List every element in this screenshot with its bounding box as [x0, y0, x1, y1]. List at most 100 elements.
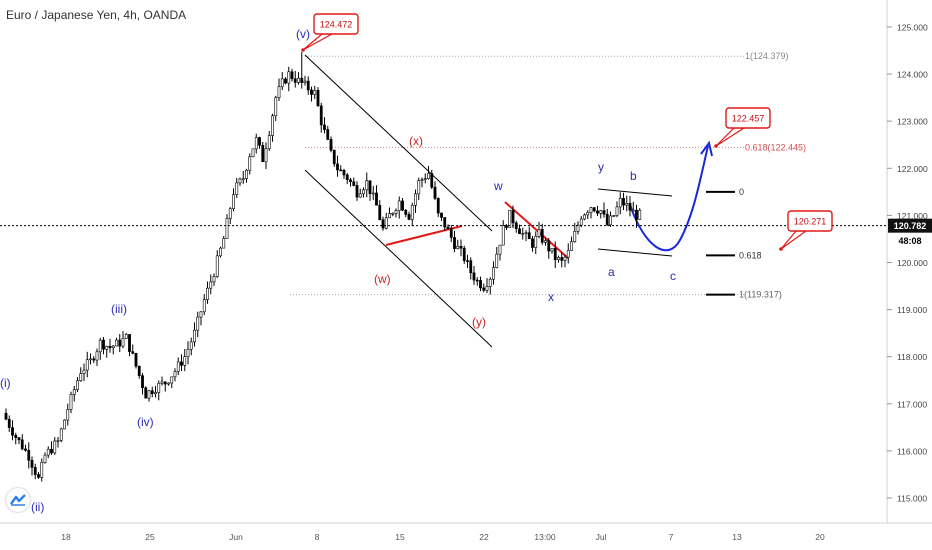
candle-body — [43, 454, 47, 463]
candle-body — [576, 224, 580, 232]
candle-body — [258, 137, 261, 146]
candle-body — [427, 173, 430, 179]
candle-body — [284, 78, 287, 84]
candle-body — [225, 218, 229, 239]
candle-body — [384, 217, 388, 229]
candle-body — [563, 256, 567, 261]
price-badge-label: 120.782 — [894, 221, 927, 231]
candle-body — [358, 193, 362, 198]
candle-body — [248, 156, 252, 171]
candle-body — [241, 178, 245, 180]
candle-body — [537, 229, 541, 237]
candle-body — [33, 467, 37, 475]
candle-body — [446, 226, 450, 230]
countdown-badge — [888, 233, 932, 248]
candle-body — [20, 439, 24, 450]
candle-body — [209, 281, 213, 289]
candle-body — [89, 358, 92, 361]
candle-body — [76, 380, 79, 391]
triangle-lower-line — [597, 248, 673, 257]
wave-label-red: (w) — [374, 272, 391, 286]
candle-body — [495, 253, 499, 268]
candle-body — [319, 105, 323, 126]
candle-body — [180, 361, 183, 366]
y-tick-label: 118.000 — [897, 352, 927, 362]
candle-body — [628, 203, 632, 211]
candle-body — [365, 180, 369, 191]
candle-body — [121, 338, 125, 347]
projection-arrowhead — [700, 140, 713, 157]
fib-level-label: 0.618 — [739, 250, 762, 260]
candle-body — [128, 334, 131, 352]
candle-body — [141, 375, 144, 389]
candle-body — [189, 341, 193, 350]
candle-body — [456, 245, 460, 249]
candle-body — [605, 213, 609, 226]
candle-body — [527, 232, 531, 240]
candle-body — [573, 230, 577, 243]
candle-body — [540, 229, 544, 243]
candle-body — [586, 212, 590, 216]
candle-body — [245, 169, 248, 179]
candle-body — [170, 376, 174, 384]
candle-body — [196, 316, 200, 331]
callout-box — [787, 210, 833, 232]
candle-body — [479, 280, 482, 289]
x-tick-label: Jul — [596, 532, 607, 542]
y-tick-label: 122.000 — [897, 164, 928, 174]
candle-body — [228, 208, 232, 219]
candle-body — [345, 174, 349, 181]
candle-body — [274, 97, 278, 117]
candle-body — [37, 474, 40, 478]
candle-body — [150, 390, 154, 395]
x-tick-label: Jun — [229, 532, 243, 542]
candle-body — [570, 241, 573, 251]
candle-body — [488, 278, 492, 287]
candle-body — [618, 197, 622, 208]
candle-body — [368, 180, 372, 195]
candle-body — [609, 215, 612, 226]
x-tick-label: 18 — [61, 532, 71, 542]
wave-label-blue: (iv) — [137, 415, 154, 429]
y-tick-label: 124.000 — [897, 70, 928, 80]
candle-body — [108, 346, 112, 349]
candle-body — [293, 78, 297, 83]
candle-body — [63, 419, 66, 430]
candle-body — [518, 228, 521, 235]
candle-body — [492, 267, 495, 280]
candle-body — [46, 448, 50, 456]
wave-label-blue: (i) — [0, 376, 11, 390]
candle-body — [544, 240, 547, 243]
channel-lower-line — [304, 169, 493, 348]
candle-body — [124, 334, 128, 339]
red-trendline-x — [504, 201, 569, 259]
wave-label-red: (y) — [472, 315, 486, 329]
callout-label: 120.271 — [794, 217, 827, 227]
candle-body — [50, 448, 53, 454]
candle-body — [521, 233, 525, 235]
callout-anchor — [779, 247, 783, 251]
price-badge — [888, 218, 932, 233]
candle-body — [183, 356, 187, 366]
candle-body — [560, 257, 564, 261]
candle-body — [391, 213, 395, 215]
x-tick-label: 7 — [669, 532, 674, 542]
candle-body — [423, 178, 427, 180]
candle-body — [118, 339, 122, 347]
candle-body — [69, 394, 73, 410]
candle-body — [339, 169, 343, 172]
candle-body — [219, 247, 222, 257]
candle-body — [92, 358, 96, 361]
candle-body — [105, 346, 109, 350]
candle-body — [579, 218, 583, 226]
candle-body — [144, 387, 148, 399]
candle-body — [102, 339, 105, 350]
candle-body — [625, 203, 629, 206]
x-tick-label: 8 — [315, 532, 320, 542]
callout-label: 124.472 — [320, 20, 353, 30]
wave-label-blue: a — [608, 265, 615, 279]
candle-body — [596, 210, 599, 214]
candle-body — [238, 178, 242, 184]
candle-body — [59, 428, 63, 441]
